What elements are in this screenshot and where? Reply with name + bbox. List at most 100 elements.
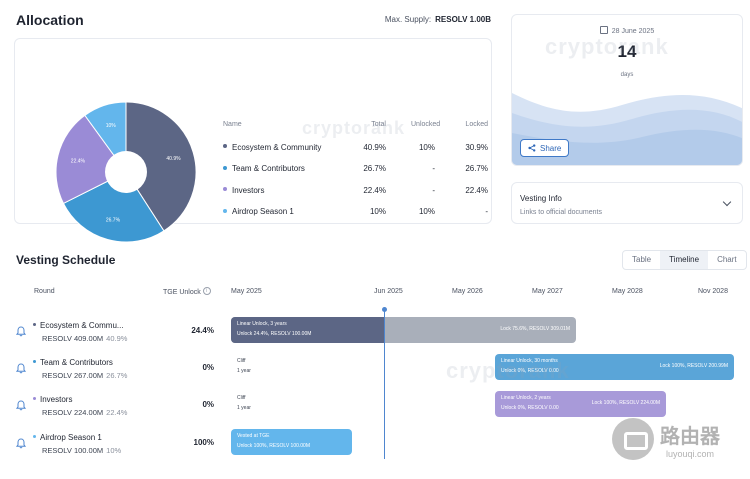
list-item: Investors RESOLV 224.00M 22.4% 0% [0, 392, 230, 422]
watermark: cryptorank [302, 118, 406, 138]
info-icon[interactable]: i [202, 287, 211, 295]
row-unlocked: - [432, 164, 435, 173]
table-row: Team & Contributors 26.7% - 26.7% [221, 162, 493, 184]
bar-sublabel: Unlock 0%, RESOLV 0.00 [501, 368, 559, 374]
pie-slice-label: 40.9% [166, 156, 181, 162]
bell-icon[interactable] [16, 326, 26, 337]
pie-hole [105, 151, 147, 193]
list-item: Team & Contributors RESOLV 267.00M 26.7% … [0, 355, 230, 385]
legend-dot [223, 187, 227, 192]
tge-unlock-header-label: TGE Unlock [163, 288, 201, 296]
countdown-number: 14 [617, 42, 637, 61]
bar-sublabel: Unlock 24.4%, RESOLV 100.00M [237, 331, 312, 337]
row-total: 40.9% [363, 142, 386, 152]
pie-slice[interactable] [55, 114, 127, 205]
countdown-date-text: 28 June 2025 [611, 27, 655, 35]
bell-icon[interactable] [16, 400, 26, 411]
list-item: Ecosystem & Commu... RESOLV 409.00M 40.9%… [0, 318, 230, 348]
tge-unlock-header: TGE Unlock i [163, 287, 211, 296]
vesting-bar[interactable]: Linear Unlock, 3 years Unlock 24.4%, RES… [231, 317, 576, 343]
round-dot [33, 323, 36, 327]
legend-dot [223, 165, 227, 170]
wave-decoration [512, 93, 742, 165]
row-locked: - [485, 207, 488, 216]
share-button[interactable]: Share [520, 139, 570, 157]
timeline-label: Nov 2028 [698, 288, 728, 295]
bell-icon[interactable] [16, 438, 26, 449]
max-supply-value: RESOLV 1.00B [435, 15, 491, 24]
share-label: Share [540, 143, 562, 153]
legend-dot [223, 208, 227, 213]
vesting-info-subtitle: Links to official documents [520, 209, 602, 216]
bar-lock-label: Lock 100%, RESOLV 224.00M [591, 400, 660, 406]
row-locked: 30.9% [465, 142, 488, 152]
chevron-down-icon [722, 197, 732, 207]
tab-timeline[interactable]: Timeline [660, 251, 709, 269]
pie-slice[interactable] [62, 171, 165, 243]
bar-label: Linear Unlock, 2 years [501, 395, 551, 401]
row-unlocked: - [432, 185, 435, 195]
vesting-bar[interactable]: Linear Unlock, 2 years Unlock 0%, RESOLV… [495, 391, 666, 417]
countdown-unit: days [620, 72, 634, 78]
tab-chart[interactable]: Chart [717, 255, 737, 264]
cliff-label: Cliff [237, 358, 246, 364]
row-total: 22.4% [363, 185, 386, 195]
max-supply-label: Max. Supply: [384, 15, 432, 24]
router-watermark-en: luyouqi.com [665, 448, 715, 459]
timeline-label: May 2026 [452, 288, 483, 295]
vesting-info-title: Vesting Info [520, 194, 562, 203]
round-amount: RESOLV 100.00M 10% [42, 446, 122, 455]
tge-unlock-value: 0% [202, 400, 214, 409]
round-header: Round [34, 288, 55, 295]
round-amount: RESOLV 267.00M 26.7% [42, 371, 128, 380]
row-locked: 22.4% [465, 185, 488, 195]
vesting-info-dropdown[interactable]: Vesting Info Links to official documents [511, 182, 743, 224]
timeline-label: May 2025 [231, 288, 262, 295]
round-name: Ecosystem & Commu... [33, 321, 124, 330]
bar-lock-label: Lock 100%, RESOLV 200.99M [659, 363, 728, 369]
watermark: cryptorank [545, 34, 669, 59]
col-locked-header: Locked [465, 121, 488, 128]
router-watermark-cn: 路由器 [660, 425, 720, 448]
allocation-pie-chart: 40.9% 26.7% 22.4% 10% [53, 99, 199, 245]
table-row: Airdrop Season 1 10% 10% - [221, 205, 493, 227]
row-name: Team & Contributors [223, 164, 305, 173]
col-total-header: Total [371, 121, 386, 128]
tab-table[interactable]: Table [632, 255, 652, 264]
col-name-header: Name [223, 121, 242, 128]
round-dot [33, 435, 36, 439]
watermark: cryptorank [446, 358, 570, 383]
bar-label: Linear Unlock, 3 years [237, 321, 287, 327]
vesting-bar[interactable]: Linear Unlock, 30 months Unlock 0%, RESO… [495, 354, 734, 380]
bar-lock-label: Lock 75.6%, RESOLV 309.01M [500, 326, 570, 332]
bell-icon[interactable] [16, 363, 26, 374]
round-amount: RESOLV 224.00M 22.4% [42, 408, 128, 417]
round-name: Investors [33, 395, 72, 404]
calendar-icon [599, 26, 608, 34]
round-dot [33, 397, 36, 401]
round-name: Airdrop Season 1 [33, 433, 102, 442]
cliff-duration: 1 year [237, 368, 251, 374]
tge-unlock-value: 24.4% [191, 326, 214, 335]
router-logo-icon [612, 418, 654, 460]
max-supply: Max. Supply: RESOLV 1.00B [385, 15, 491, 24]
countdown-date: 28 June 2025 [512, 26, 742, 35]
table-row: Ecosystem & Community 40.9% 10% 30.9% [221, 141, 493, 163]
allocation-table: Name Total Unlocked Locked Ecosystem & C… [221, 119, 493, 227]
bar-sublabel: Unlock 0%, RESOLV 0.00 [501, 405, 559, 411]
allocation-card: 40.9% 26.7% 22.4% 10% Name Total Unlocked L… [14, 38, 493, 243]
vesting-bar[interactable]: Vested at TGE Unlock 100%, RESOLV 100.00… [231, 429, 352, 455]
tge-unlock-value: 0% [202, 363, 214, 372]
today-marker-line [384, 311, 385, 459]
vesting-bar-unlocked [231, 317, 385, 343]
tge-unlock-value: 100% [193, 438, 214, 447]
row-name: Investors [223, 186, 264, 195]
timeline-label: Jun 2025 [374, 288, 403, 295]
row-locked: 26.7% [465, 164, 488, 173]
legend-dot [223, 144, 227, 149]
row-total: 10% [369, 207, 386, 216]
pie-slice-label: 10% [106, 123, 117, 129]
row-unlocked: 10% [418, 207, 435, 216]
allocation-table-header: Name Total Unlocked Locked [221, 119, 493, 141]
timeline-label: May 2028 [612, 288, 643, 295]
